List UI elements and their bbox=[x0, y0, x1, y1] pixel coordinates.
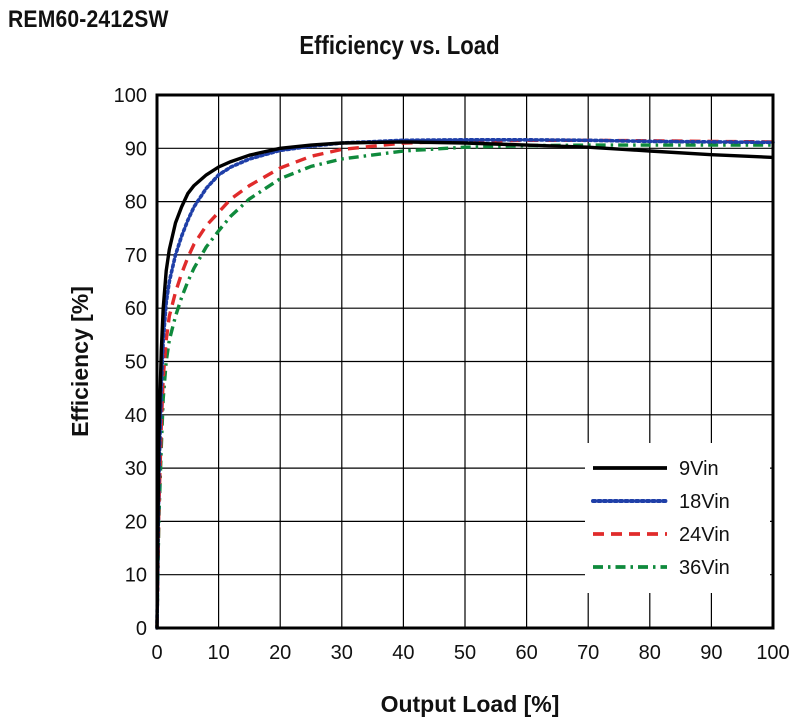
y-tick-label: 40 bbox=[125, 405, 147, 427]
x-tick-label: 10 bbox=[207, 642, 229, 664]
x-tick-label: 0 bbox=[151, 642, 162, 664]
x-tick-label: 100 bbox=[756, 642, 789, 664]
y-tick-label: 20 bbox=[125, 511, 147, 533]
series-lines bbox=[155, 138, 775, 630]
y-tick-label: 10 bbox=[125, 565, 147, 587]
x-tick-label: 80 bbox=[639, 642, 661, 664]
y-axis-label: Efficiency [%] bbox=[67, 286, 93, 437]
x-tick-label: 40 bbox=[392, 642, 414, 664]
axis-ticks: 0 10 20 30 40 50 60 70 80 90 100 0 10 20 30 40 50 60 70 80 9… bbox=[114, 85, 790, 664]
y-tick-label: 50 bbox=[125, 352, 147, 374]
y-tick-label: 60 bbox=[125, 298, 147, 320]
x-tick-label: 30 bbox=[331, 642, 353, 664]
y-tick-label: 70 bbox=[125, 245, 147, 267]
x-tick-label: 50 bbox=[454, 642, 476, 664]
legend-box bbox=[585, 443, 770, 593]
legend: 9Vin 18Vin 24Vin 36Vin bbox=[585, 443, 770, 593]
legend-label: 24Vin bbox=[679, 524, 730, 546]
legend-label: 9Vin bbox=[679, 458, 719, 480]
legend-label: 36Vin bbox=[679, 557, 730, 579]
legend-label: 18Vin bbox=[679, 491, 730, 513]
plot-frame bbox=[155, 93, 775, 630]
x-tick-label: 90 bbox=[700, 642, 722, 664]
series-line-18vin bbox=[155, 138, 775, 630]
x-axis-label: Output Load [%] bbox=[381, 691, 560, 717]
y-tick-label: 80 bbox=[125, 192, 147, 214]
model-name: REM60-2412SW bbox=[8, 6, 169, 33]
series-line-9vin bbox=[155, 140, 774, 629]
chart-title: Efficiency vs. Load bbox=[299, 30, 500, 60]
x-tick-label: 70 bbox=[577, 642, 599, 664]
x-tick-label: 20 bbox=[269, 642, 291, 664]
y-tick-label: 30 bbox=[125, 458, 147, 480]
y-tick-label: 90 bbox=[125, 138, 147, 160]
y-tick-label: 0 bbox=[136, 618, 147, 640]
y-tick-label: 100 bbox=[114, 85, 147, 107]
x-tick-label: 60 bbox=[515, 642, 537, 664]
